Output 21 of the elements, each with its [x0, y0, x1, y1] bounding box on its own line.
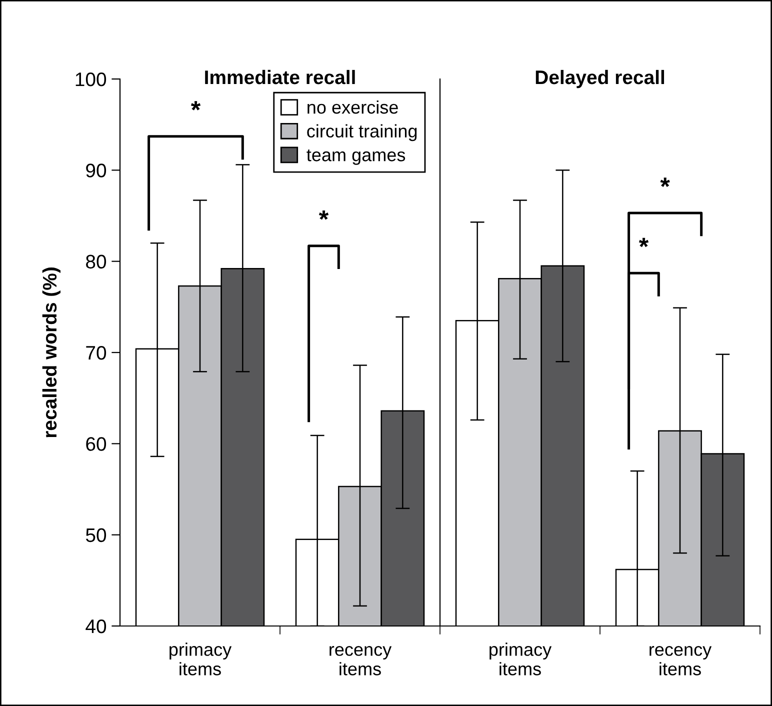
x-tick-label: recency items	[650, 646, 712, 676]
y-tick-label: 80	[86, 254, 106, 269]
y-tick-label: 40	[86, 619, 106, 634]
legend-label: team games	[306, 149, 406, 165]
y-axis-title: recalled words (%)	[42, 268, 60, 438]
y-tick-label: 100	[76, 72, 106, 86]
legend-label: no exercise	[308, 100, 398, 114]
x-tick-label: recency items	[330, 646, 392, 676]
legend-label: circuit training	[307, 124, 417, 142]
chart-title: Immediate recall	[205, 70, 355, 84]
y-tick-label: 70	[86, 346, 106, 360]
x-tick-label: primacy items	[170, 642, 232, 676]
x-tick-label: primacy items	[490, 642, 552, 676]
y-tick-label: 60	[86, 437, 106, 451]
annotation: *	[190, 101, 201, 110]
y-tick-label: 50	[86, 528, 106, 542]
annotation: *	[638, 238, 649, 248]
annotation: *	[660, 178, 670, 187]
y-tick-label: 90	[86, 164, 106, 178]
annotation: *	[318, 210, 329, 220]
chart-title: Delayed recall	[536, 70, 664, 88]
